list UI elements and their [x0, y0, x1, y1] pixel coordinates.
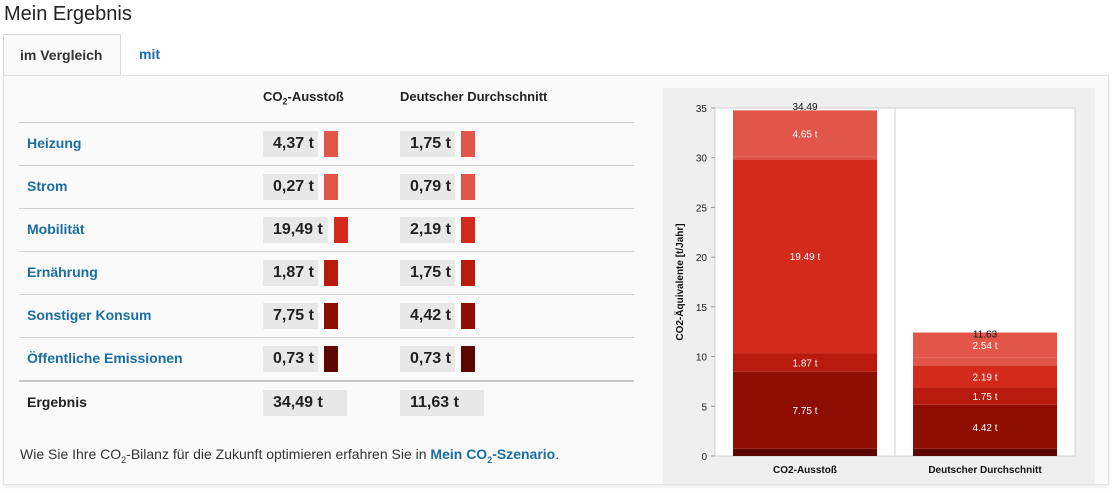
average-emission-value: 1,75 t — [400, 131, 455, 157]
segment-value-label: 7.75 t — [792, 406, 817, 417]
column-header-co2-ausstoss: CO2-Ausstoß — [263, 89, 344, 107]
bar-segment — [733, 159, 877, 354]
category-link-sonstiger-konsum[interactable]: Sonstiger Konsum — [27, 307, 152, 323]
y-tick-label: 15 — [696, 303, 708, 314]
bar-segment — [913, 448, 1057, 456]
category-color-swatch — [324, 346, 338, 372]
segment-value-label: 19.49 t — [790, 252, 821, 263]
table-row-sonstiger-konsum: Sonstiger Konsum 7,75 t 4,42 t — [19, 294, 634, 337]
own-emission-value: 19,49 t — [263, 217, 328, 243]
own-emission-value: 0,27 t — [263, 174, 318, 200]
table-row-ergebnis: Ergebnis 34,49 t 11,63 t — [19, 380, 634, 423]
bar-segment — [733, 371, 877, 449]
average-emission-value: 4,42 t — [400, 303, 455, 329]
stacked-bar-chart: 0 5 10 15 20 25 30 35 CO2-Äquivalente [t/Jahr] 7.… — [663, 88, 1095, 484]
category-link-strom[interactable]: Strom — [27, 178, 68, 194]
y-tick-label: 5 — [701, 402, 707, 413]
category-color-swatch — [334, 217, 348, 243]
category-link-mobilitaet[interactable]: Mobilität — [27, 221, 85, 237]
own-emission-value: 1,87 t — [263, 260, 318, 286]
table-row-ernaehrung: Ernährung 1,87 t 1,75 t — [19, 251, 634, 294]
category-link-ernaehrung[interactable]: Ernährung — [27, 264, 98, 280]
average-emission-value: 1,75 t — [400, 260, 455, 286]
category-color-swatch — [324, 174, 338, 200]
segment-value-label: 2.19 t — [972, 373, 997, 384]
bar-segment — [733, 353, 877, 372]
y-tick-label: 30 — [696, 154, 708, 165]
footer-note: Wie Sie Ihre CO2-Bilanz für die Zukunft … — [20, 446, 560, 465]
average-emission-value: 0,73 t — [400, 346, 455, 372]
table-row-strom: Strom 0,27 t 0,79 t — [19, 165, 634, 208]
bar-total-label: 11.63 — [973, 329, 998, 340]
result-label: Ergebnis — [27, 394, 87, 410]
category-color-swatch — [461, 260, 475, 286]
segment-value-label: 4.42 t — [972, 423, 997, 434]
mein-co2-szenario-link[interactable]: Mein CO2-Szenario — [430, 446, 556, 465]
y-tick-label: 20 — [696, 253, 708, 264]
bar-segment — [913, 387, 1057, 405]
table-row-mobilitaet: Mobilität 19,49 t 2,19 t — [19, 208, 634, 251]
average-emission-value: 2,19 t — [400, 217, 455, 243]
table-row-heizung: Heizung 4,37 t 1,75 t — [19, 122, 634, 165]
own-total-value: 34,49 t — [263, 390, 347, 416]
category-link-oeffentliche-emissionen[interactable]: Öffentliche Emissionen — [27, 350, 183, 366]
bar-segment — [913, 357, 1057, 366]
column-header-deutscher-durchschnitt: Deutscher Durchschnitt — [400, 89, 548, 104]
category-color-swatch — [461, 131, 475, 157]
tab-mit-vermeidung[interactable]: mit Vermeidung — [139, 46, 219, 102]
y-tick-label: 35 — [696, 104, 708, 115]
tab-im-vergleich[interactable]: im Vergleich — [3, 34, 121, 76]
bar-segment — [733, 448, 877, 456]
category-color-swatch — [324, 303, 338, 329]
bar-segment — [913, 404, 1057, 449]
category-color-swatch — [461, 346, 475, 372]
bar-segment — [733, 156, 877, 160]
segment-value-label: 4.65 t — [792, 130, 817, 141]
own-emission-value: 4,37 t — [263, 131, 318, 157]
bar-total-label: 34.49 — [792, 102, 817, 113]
table-row-oeffentliche-emissionen: Öffentliche Emissionen 0,73 t 0,73 t — [19, 337, 634, 380]
category-color-swatch — [461, 303, 475, 329]
category-color-swatch — [461, 174, 475, 200]
category-link-heizung[interactable]: Heizung — [27, 135, 82, 151]
category-color-swatch — [324, 131, 338, 157]
x-tick-label: CO2-Ausstoß — [773, 465, 837, 476]
segment-value-label: 1.87 t — [792, 358, 817, 369]
segment-value-label: 2.54 t — [972, 341, 997, 352]
average-emission-value: 0,79 t — [400, 174, 455, 200]
page-title: Mein Ergebnis — [4, 3, 132, 25]
category-color-swatch — [461, 217, 475, 243]
segment-value-label: 1.75 t — [972, 392, 997, 403]
x-tick-label: Deutscher Durchschnitt — [928, 465, 1042, 476]
y-axis-title: CO2-Äquivalente [t/Jahr] — [673, 223, 686, 340]
y-tick-label: 0 — [701, 452, 707, 463]
average-total-value: 11,63 t — [400, 390, 484, 416]
own-emission-value: 0,73 t — [263, 346, 318, 372]
bar-segment — [913, 365, 1057, 388]
category-color-swatch — [324, 260, 338, 286]
y-tick-label: 10 — [696, 353, 708, 364]
own-emission-value: 7,75 t — [263, 303, 318, 329]
bar-segment — [913, 332, 1057, 358]
bar-segment — [733, 110, 877, 157]
y-tick-label: 25 — [696, 203, 708, 214]
